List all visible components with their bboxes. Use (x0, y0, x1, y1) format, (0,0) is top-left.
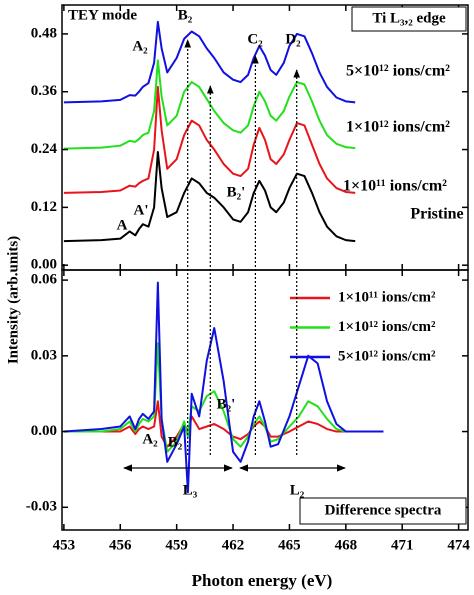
difference-box (299, 497, 467, 525)
plot-area (63, 281, 384, 494)
annotation: B₂ (168, 434, 183, 450)
y-tick-label: 0.00 (31, 423, 57, 439)
y-tick-label: 0.06 (31, 272, 58, 288)
x-tick-label: 465 (278, 537, 301, 553)
series-line (63, 281, 384, 494)
y-tick-label: 0.00 (31, 257, 57, 273)
x-tick-label: 462 (222, 537, 245, 553)
edge-label: Ti L₃,₂ edge (372, 10, 446, 26)
edge-box (351, 6, 467, 32)
y-tick-label: 0.12 (31, 199, 57, 215)
annotation: A (117, 217, 128, 233)
y-tick-label: 0.36 (31, 83, 58, 99)
annotation: C₂ (247, 31, 263, 47)
annotation: A' (134, 202, 149, 218)
x-tick-label: 468 (335, 537, 358, 553)
annotation: L₃ (183, 482, 198, 498)
series-line (63, 400, 384, 448)
annotation: B₂' (227, 184, 246, 200)
series-line (63, 342, 384, 453)
legend-label: 1×10¹¹ ions/cm² (338, 289, 436, 305)
annotation: A₂ (132, 38, 148, 54)
series-line (63, 85, 356, 194)
annotation: A₂ (142, 431, 158, 447)
series-line (63, 59, 356, 150)
series-line (63, 150, 356, 243)
plot-area (63, 20, 356, 243)
annotation: D₂ (285, 31, 301, 47)
annotation: B₂' (217, 396, 236, 412)
series-label: Pristine (410, 206, 463, 223)
y-axis-label: Intensity (arb.units) (5, 236, 21, 364)
annotation: B₂ (178, 7, 193, 23)
x-tick-label: 453 (53, 537, 76, 553)
series-line (63, 20, 356, 104)
x-tick-label: 456 (109, 537, 132, 553)
plots: 0.00 0.12 0.24 0.36 0.48 TEY mode A₂ B₂ C₂ D₂ A A' B… (26, 4, 470, 553)
legend-label: 1×10¹² ions/cm² (338, 319, 436, 335)
y-tick-label: 0.48 (31, 25, 57, 41)
y-tick-label: 0.03 (31, 347, 57, 363)
x-tick-label: 471 (391, 537, 414, 553)
y-tick-label: -0.03 (26, 499, 57, 515)
annotation: TEY mode (68, 7, 137, 23)
guide-arrows (184, 39, 301, 455)
panel-frame (61, 269, 469, 531)
box-label: Difference spectra (325, 502, 442, 518)
series-label: 1×10¹¹ ions/cm² (343, 178, 447, 195)
legend-label: 5×10¹² ions/cm² (338, 348, 436, 364)
annotation: L₂ (290, 482, 305, 498)
series-label: 5×10¹² ions/cm² (346, 63, 450, 80)
x-axis-label: Photon energy (eV) (192, 571, 333, 590)
series-label: 1×10¹² ions/cm² (346, 119, 450, 136)
x-tick-label: 474 (447, 537, 470, 553)
y-tick-label: 0.24 (31, 141, 58, 157)
x-tick-label: 459 (165, 537, 188, 553)
